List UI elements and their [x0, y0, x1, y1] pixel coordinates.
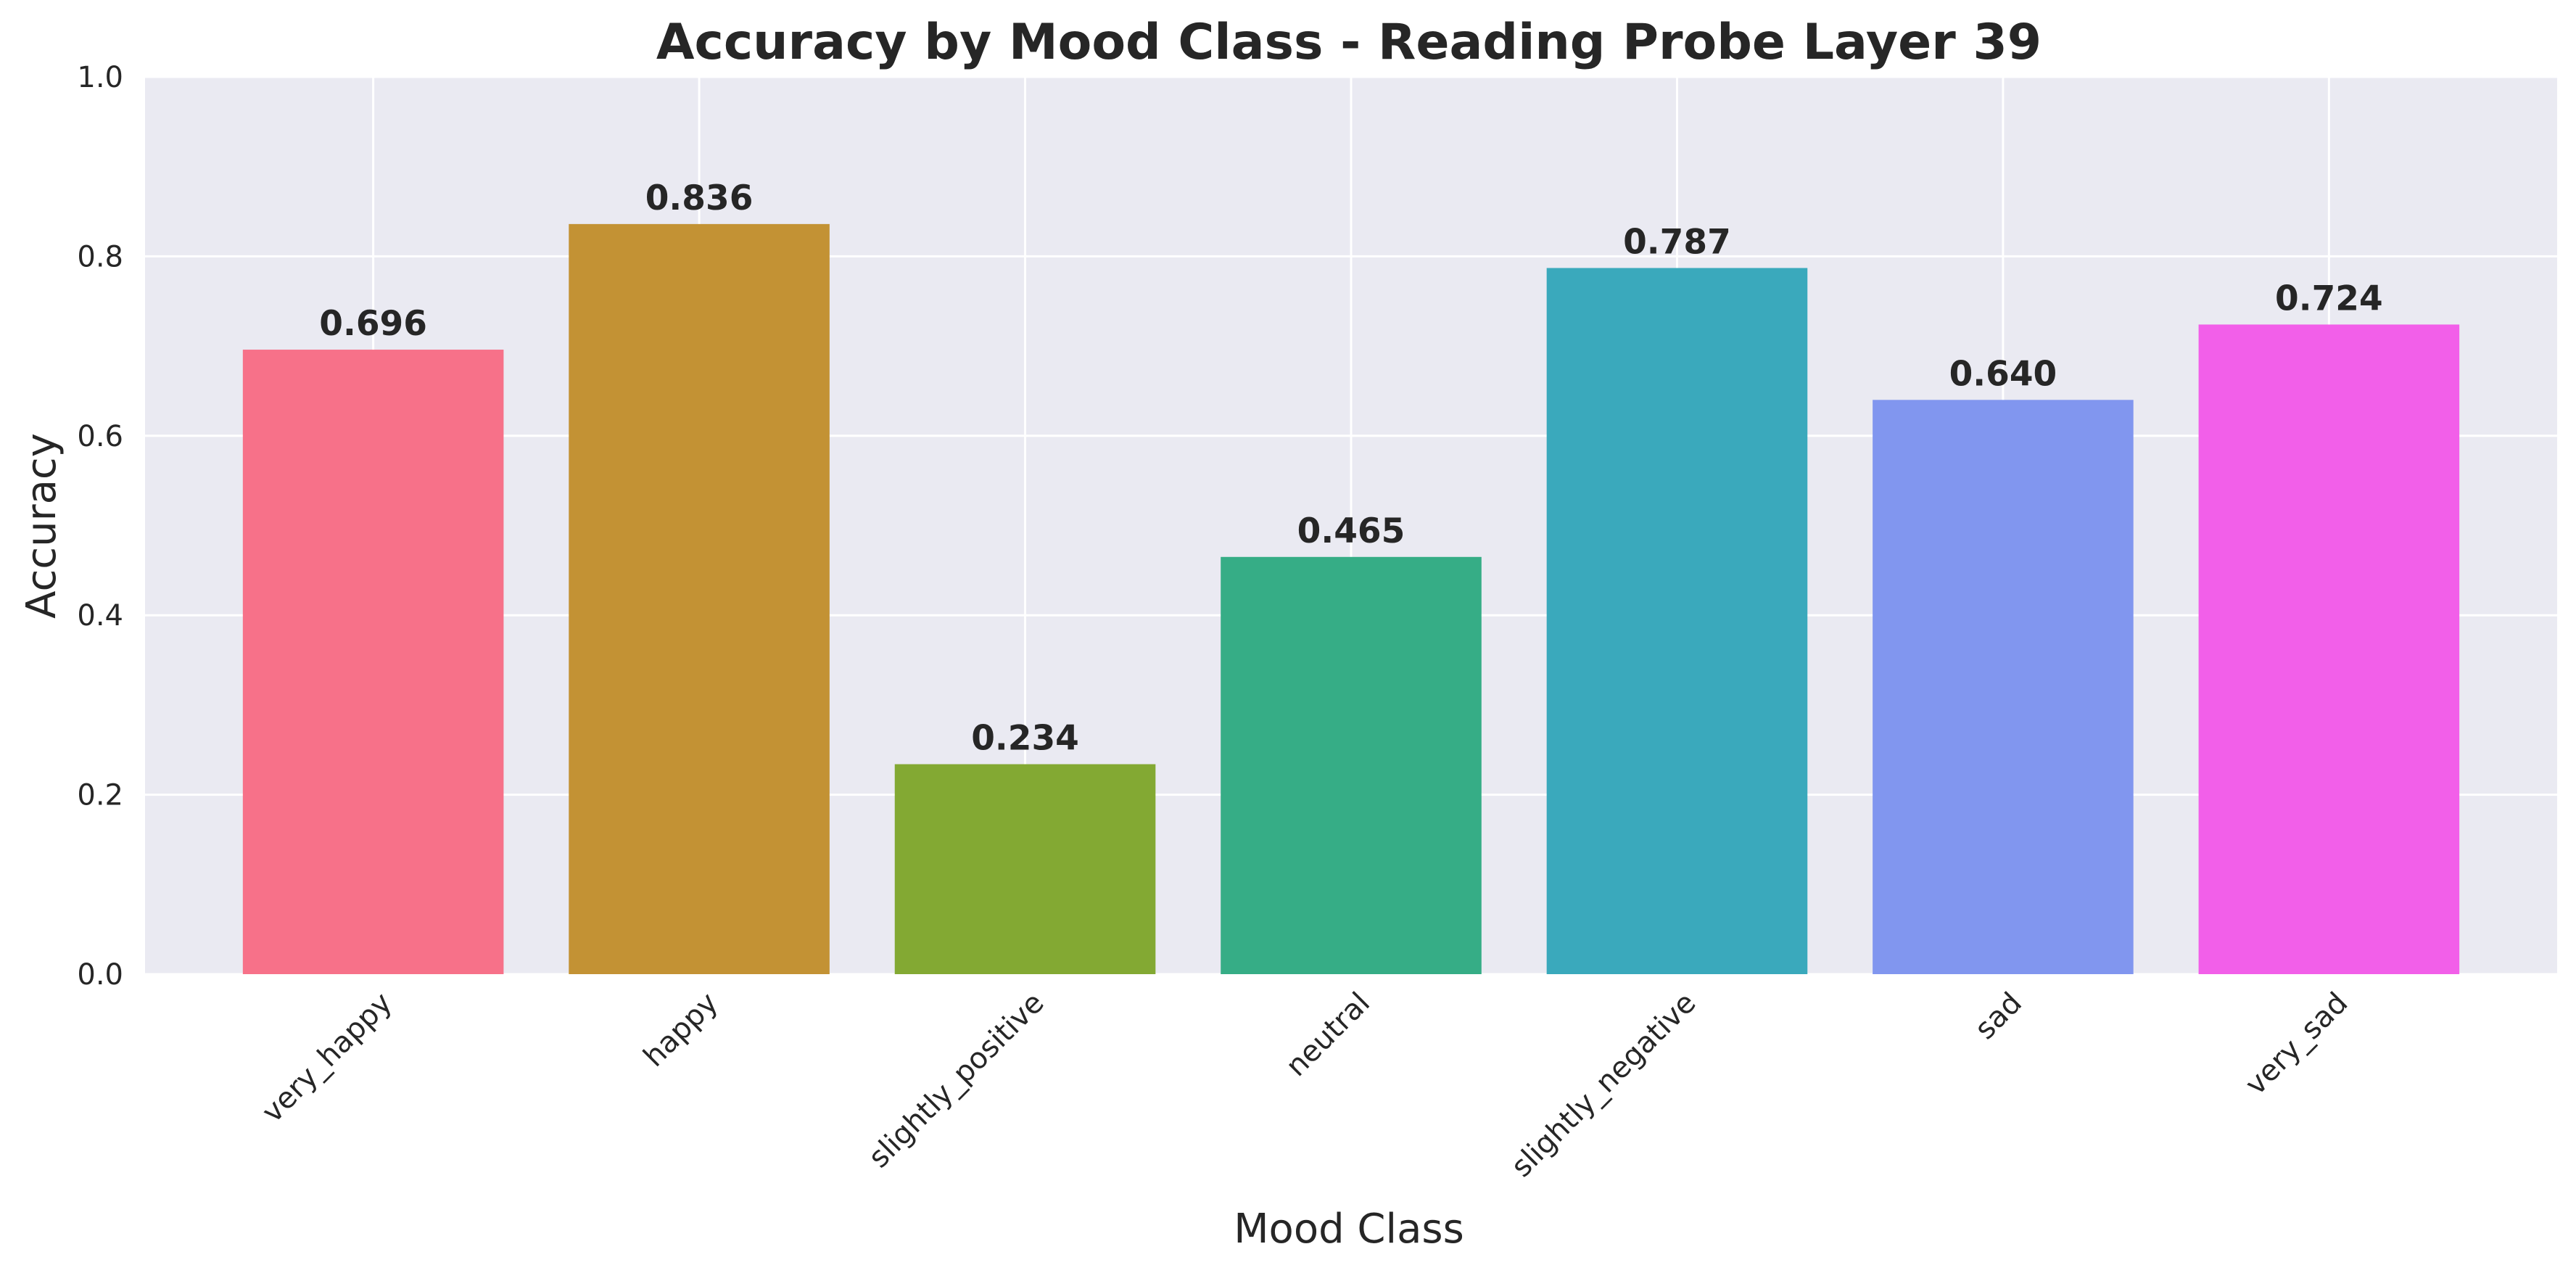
value-label: 0.640 — [1949, 354, 2057, 394]
value-label: 0.724 — [2275, 279, 2383, 318]
x-tick-label: neutral — [1279, 986, 1376, 1084]
y-tick-label: 0.0 — [77, 958, 123, 992]
value-label: 0.836 — [645, 178, 754, 218]
x-tick-label: very_happy — [256, 986, 399, 1129]
value-label: 0.234 — [971, 719, 1079, 759]
bar-very-happy — [242, 350, 504, 975]
x-tick-label: slightly_positive — [862, 986, 1051, 1175]
y-tick-label: 0.8 — [77, 240, 123, 273]
bar-happy — [569, 223, 830, 974]
x-axis-label: Mood Class — [1234, 1206, 1464, 1253]
value-label: 0.696 — [319, 304, 427, 344]
y-axis-label: Accuracy — [18, 433, 65, 619]
bars — [242, 223, 2460, 975]
x-tick-label: very_sad — [2239, 986, 2354, 1102]
x-axis-ticks: very_happy happy slightly_positive neutral s… — [256, 986, 2355, 1184]
bar-very-sad — [2198, 324, 2460, 974]
y-tick-label: 0.4 — [77, 599, 123, 633]
x-tick-label: sad — [1968, 986, 2028, 1047]
value-label: 0.787 — [1623, 222, 1731, 262]
bar-neutral — [1221, 556, 1482, 974]
bar-slightly-positive — [894, 764, 1156, 974]
value-labels: 0.696 0.836 0.234 0.465 0.787 0.640 0.724 — [319, 178, 2382, 759]
value-label: 0.465 — [1297, 511, 1405, 551]
bar-sad — [1873, 400, 2134, 974]
x-tick-label: slightly_negative — [1505, 986, 1702, 1184]
bar-slightly-negative — [1546, 268, 1808, 975]
y-tick-label: 1.0 — [77, 61, 123, 94]
x-tick-label: happy — [637, 986, 724, 1074]
y-tick-label: 0.6 — [77, 420, 123, 453]
y-axis-ticks: 0.0 0.2 0.4 0.6 0.8 1.0 — [77, 61, 123, 992]
y-tick-label: 0.2 — [77, 779, 123, 812]
chart-title: Accuracy by Mood Class - Reading Probe L… — [656, 14, 2042, 71]
